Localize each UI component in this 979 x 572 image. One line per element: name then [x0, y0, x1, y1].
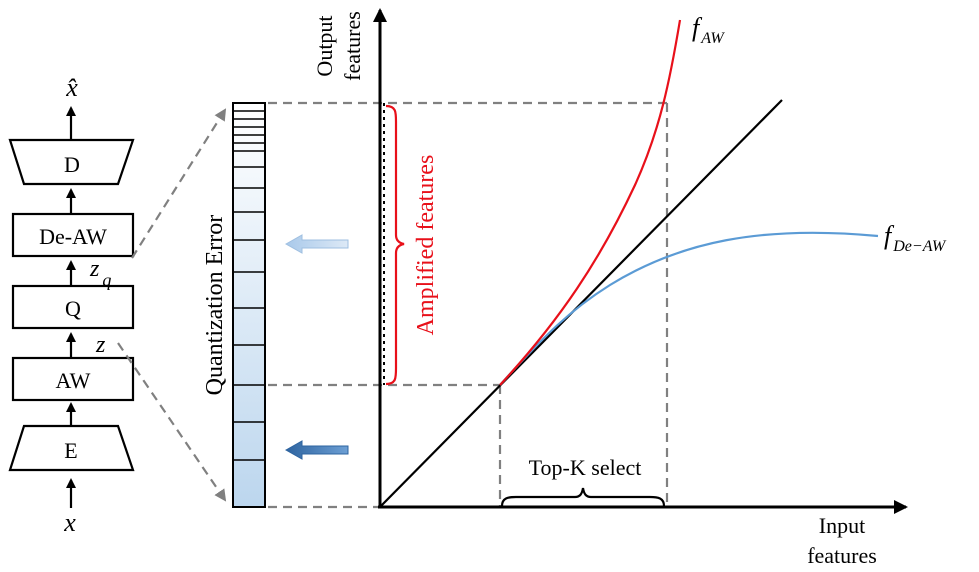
f-de-aw-label: f De−AW [884, 221, 947, 255]
z-label: z [95, 332, 106, 358]
quantization-error-label: Quantization Error [202, 215, 228, 396]
zq-subscript: q [102, 270, 111, 290]
f-de-aw-subscript: De−AW [892, 238, 947, 255]
encoder-label: E [64, 438, 77, 463]
dark-blue-arrow [284, 440, 349, 460]
de-aw-block [11, 212, 135, 258]
decoder-block [8, 138, 135, 186]
x-axis-label-line2: features [807, 543, 877, 568]
amplified-features-label: Amplified features [413, 155, 439, 336]
f-de-aw-curve [499, 231, 879, 386]
de-aw-label: De-AW [39, 224, 107, 249]
topk-bracket [500, 487, 666, 507]
topk-select-label: Top-K select [529, 455, 642, 480]
output-label: x̂ [65, 73, 78, 102]
light-blue-arrow [284, 234, 349, 254]
f-aw-curve [499, 19, 682, 386]
quantizer-block [11, 284, 135, 330]
input-label: x [63, 508, 76, 537]
quantization-bar [232, 102, 266, 508]
quantization-cells [233, 110, 265, 461]
y-axis-label-line1: Output [312, 15, 337, 76]
y-axis-label-line2: features [340, 11, 365, 81]
connector-z-to-bar-bottom [117, 342, 227, 502]
quantizer-label: Q [65, 296, 81, 321]
x-axis-label-line1: Input [819, 513, 865, 538]
identity-line [379, 99, 783, 508]
decoder-label: D [64, 152, 80, 177]
aw-label: AW [56, 368, 91, 393]
amplified-bracket [385, 104, 405, 386]
aw-block [11, 356, 135, 402]
f-aw-subscript: AW [700, 30, 725, 47]
encoder-block [8, 424, 135, 472]
f-aw-label: f AW [692, 13, 725, 47]
